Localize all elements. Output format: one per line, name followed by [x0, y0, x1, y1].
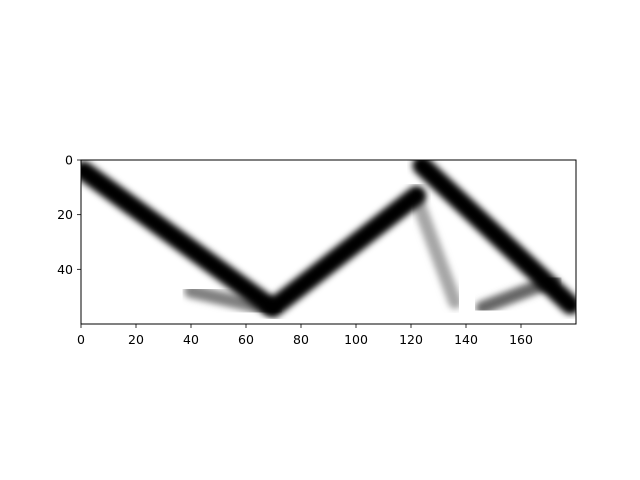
- x-tick-label: 20: [128, 332, 144, 347]
- y-tick-label: 40: [57, 262, 73, 277]
- y-tick-label: 0: [65, 153, 73, 168]
- faint-member-light-vertical: [409, 191, 462, 309]
- y-tick-label: 20: [57, 207, 73, 222]
- solid-member-left-diagonal: [81, 161, 278, 315]
- x-tick-label: 140: [454, 332, 478, 347]
- solid-member-right-diagonal: [412, 160, 576, 315]
- density-image: [81, 160, 576, 324]
- x-tick-label: 80: [293, 332, 309, 347]
- y-axis: 0 20 40: [57, 153, 81, 277]
- x-tick-label: 160: [509, 332, 533, 347]
- solid-member-center-diagonal: [263, 185, 427, 318]
- x-tick-label: 60: [238, 332, 254, 347]
- x-tick-label: 0: [77, 332, 85, 347]
- axes-frame: [80, 159, 577, 325]
- x-tick-label: 120: [399, 332, 423, 347]
- x-axis: 0 20 40 60 80 100 120 140 160: [77, 324, 533, 347]
- x-tick-label: 40: [183, 332, 199, 347]
- x-tick-label: 100: [344, 332, 368, 347]
